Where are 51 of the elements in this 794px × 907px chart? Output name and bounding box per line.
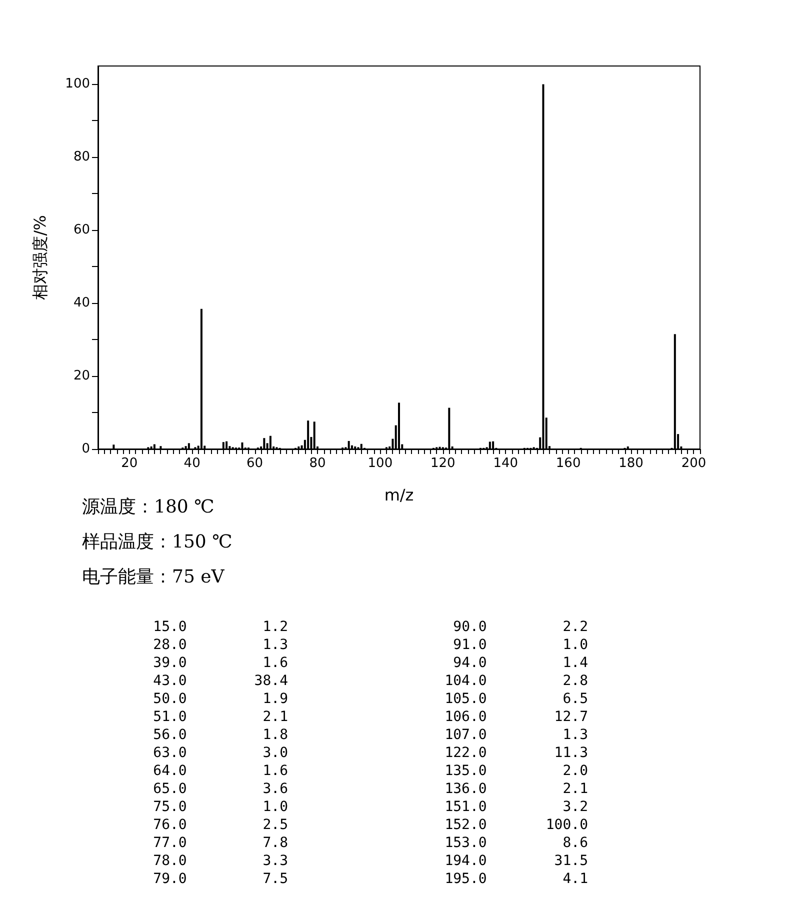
text: 94.0 1.4	[453, 655, 588, 671]
y-tick-label: 0	[82, 442, 90, 456]
text: 39.0 1.6	[153, 655, 288, 671]
x-tick-label: 40	[184, 456, 200, 471]
text: 91.0 1.0	[453, 637, 588, 653]
text: 135.0 2.0	[444, 763, 588, 779]
text: 153.0 8.6	[444, 835, 588, 851]
x-tick-label: 180	[618, 456, 644, 471]
y-axis-title: 相对强度/%	[30, 215, 50, 300]
text: 195.0 4.1	[444, 871, 588, 887]
x-tick-label: 80	[309, 456, 326, 471]
text: 152.0 100.0	[444, 817, 588, 833]
y-tick-label: 20	[73, 368, 90, 384]
text: 15.0 1.2	[153, 619, 288, 635]
text: 105.0 6.5	[444, 691, 588, 707]
text: 样品温度：150 ℃	[82, 532, 232, 552]
text: 43.0 38.4	[153, 673, 288, 689]
x-tick-label: 200	[681, 456, 706, 471]
x-tick-label: 160	[556, 456, 581, 471]
text: 65.0 3.6	[153, 781, 288, 797]
x-tick-label: 20	[121, 456, 138, 471]
text: 151.0 3.2	[444, 799, 588, 815]
text: 194.0 31.5	[444, 853, 588, 869]
text: 104.0 2.8	[444, 673, 588, 689]
text: 63.0 3.0	[153, 745, 288, 761]
text: 源温度：180 ℃	[82, 496, 214, 518]
text: 78.0 3.3	[153, 853, 288, 869]
text: 90.0 2.2	[453, 619, 588, 635]
y-tick-label: 60	[73, 222, 90, 238]
text: 122.0 11.3	[444, 745, 588, 761]
x-tick-label: 60	[246, 456, 264, 471]
text: 50.0 1.9	[153, 691, 288, 707]
text: 107.0 1.3	[444, 727, 588, 743]
text: 136.0 2.1	[444, 781, 588, 797]
text: 64.0 1.6	[153, 763, 288, 779]
y-tick-label: 40	[73, 296, 90, 311]
x-tick-label: 120	[430, 456, 456, 471]
text: 76.0 2.5	[153, 817, 288, 833]
text: 75.0 1.0	[153, 799, 288, 815]
text: 77.0 7.8	[153, 835, 288, 851]
text: 79.0 7.5	[153, 871, 288, 887]
y-tick-label: 100	[65, 76, 90, 92]
text: 106.0 12.7	[444, 709, 588, 725]
x-axis-title: m/z	[384, 486, 414, 504]
x-tick-label: 100	[368, 456, 393, 471]
text: 28.0 1.3	[153, 637, 288, 653]
text: 56.0 1.8	[153, 727, 288, 743]
text: 电子能量：75 eV	[82, 566, 226, 588]
text: 51.0 2.1	[153, 709, 288, 725]
x-tick-label: 140	[493, 456, 518, 471]
y-tick-label: 80	[73, 150, 90, 165]
